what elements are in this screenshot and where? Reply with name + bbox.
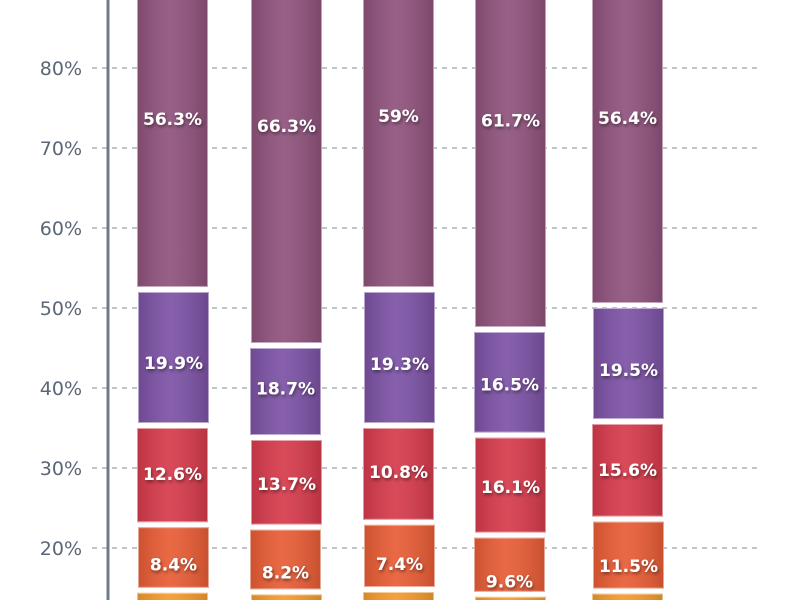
y-tick-label: 70% — [40, 138, 82, 160]
bar-5: 11.5% 15.6% 19.5% 56.4% — [592, 0, 664, 600]
y-tick-label: 50% — [40, 298, 82, 320]
y-tick-label: 60% — [40, 218, 82, 240]
data-label: 19.9% — [144, 354, 203, 374]
segment-shade — [363, 428, 434, 520]
segment-border — [138, 292, 209, 423]
segment-shade — [138, 527, 209, 588]
segment-border — [593, 308, 664, 419]
bar-4: 9.6% 16.1% 16.5% 61.7% — [474, 0, 546, 600]
data-label: 8.4% — [150, 556, 197, 576]
segment-shade — [137, 0, 208, 287]
segment-border — [475, 0, 546, 327]
segment-border — [363, 592, 434, 600]
segment-border — [474, 332, 545, 433]
data-label: 8.2% — [262, 564, 309, 584]
segment-border — [475, 596, 546, 600]
segment-shade — [250, 348, 321, 435]
data-label: 12.6% — [143, 465, 202, 485]
bar-1: 8.4% 12.6% 19.9% 56.3% — [137, 0, 209, 600]
segment-border — [364, 524, 435, 587]
segment-shade — [475, 437, 546, 533]
segment-shade — [137, 428, 208, 523]
segment-border — [363, 0, 434, 287]
segment-border — [592, 424, 663, 517]
data-label: 56.3% — [143, 110, 202, 130]
data-label: 10.8% — [369, 463, 428, 483]
segment-border — [592, 593, 663, 600]
segment-border — [251, 594, 322, 600]
data-label: 59% — [378, 107, 419, 127]
segment-shade — [592, 593, 663, 600]
segment-border — [250, 348, 321, 435]
segment-shade — [592, 0, 663, 303]
data-label: 56.4% — [598, 109, 657, 129]
segment-border — [592, 0, 663, 303]
data-label: 16.1% — [481, 478, 540, 498]
y-tick-label: 80% — [40, 58, 82, 80]
bar-2: 8.2% 13.7% 18.7% 66.3% — [250, 0, 322, 600]
segment-border — [250, 529, 321, 590]
segment-shade — [251, 0, 322, 343]
segment-shade — [592, 424, 663, 517]
segment-border — [137, 428, 208, 523]
y-axis-tick-labels: 80% 70% 60% 50% 40% 30% 20% — [40, 58, 82, 560]
data-label: 18.7% — [256, 380, 315, 400]
segment-shade — [474, 332, 545, 433]
segment-shade — [364, 292, 435, 423]
data-label: 9.6% — [486, 572, 533, 592]
data-label: 19.3% — [370, 355, 429, 375]
data-label: 15.6% — [598, 461, 657, 481]
data-label: 19.5% — [599, 361, 658, 381]
segment-shade — [363, 0, 434, 287]
bar-3: 7.4% 10.8% 19.3% 59% — [363, 0, 435, 600]
segment-shade — [137, 592, 208, 600]
y-tick-label: 40% — [40, 378, 82, 400]
data-label: 7.4% — [376, 555, 423, 575]
segment-shade — [138, 292, 209, 423]
segment-shade — [251, 440, 322, 525]
data-label: 66.3% — [257, 117, 316, 137]
segment-border — [251, 440, 322, 525]
data-label: 11.5% — [599, 557, 658, 577]
segment-shade — [593, 521, 664, 589]
segment-shade — [593, 308, 664, 419]
segment-shade — [250, 529, 321, 590]
segment-border — [593, 521, 664, 589]
segment-shade — [363, 592, 434, 600]
segment-shade — [364, 524, 435, 587]
segment-shade — [251, 594, 322, 600]
segment-shade — [475, 0, 546, 327]
data-label: 16.5% — [480, 376, 539, 396]
segment-border — [475, 437, 546, 533]
segment-border — [251, 0, 322, 343]
bars: 8.4% 12.6% 19.9% 56.3% 8.2% 13.7% 18.7% 66.3% 7.… — [137, 0, 664, 600]
segment-border — [137, 592, 208, 600]
segment-border — [138, 527, 209, 588]
segment-border — [474, 537, 545, 592]
segment-shade — [475, 596, 546, 600]
segment-border — [363, 428, 434, 520]
y-tick-label: 20% — [40, 538, 82, 560]
segment-shade — [474, 537, 545, 592]
y-tick-label: 30% — [40, 458, 82, 480]
segment-border — [137, 0, 208, 287]
segment-border — [364, 292, 435, 423]
data-label: 61.7% — [481, 112, 540, 132]
data-label: 13.7% — [257, 475, 316, 495]
